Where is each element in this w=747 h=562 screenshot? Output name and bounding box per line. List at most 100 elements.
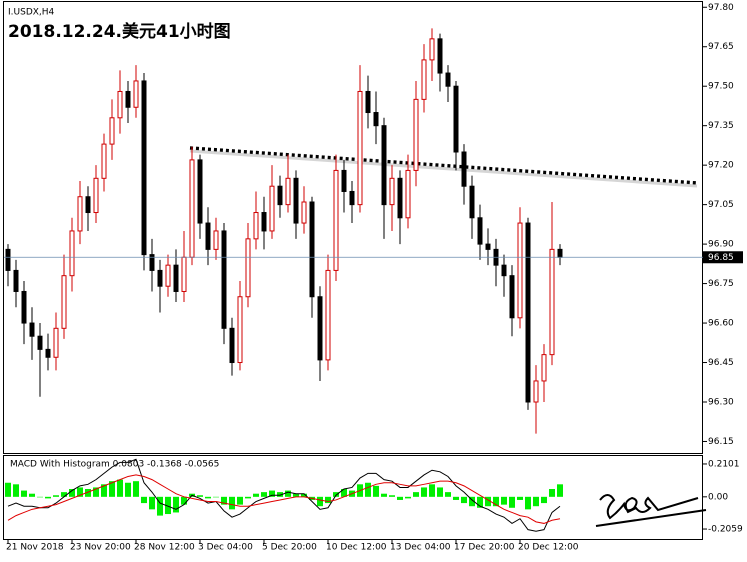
candle-body <box>509 275 515 319</box>
macd-bar <box>453 496 459 500</box>
macd-bar <box>157 496 163 516</box>
macd-bar <box>261 492 267 497</box>
macd-bar <box>533 496 539 507</box>
candle-body <box>381 125 387 206</box>
candle-body <box>133 80 139 108</box>
candle-body <box>77 196 83 232</box>
candle-body <box>525 222 531 403</box>
macd-bar <box>341 489 347 497</box>
macd-bar <box>325 496 331 504</box>
macd-panel <box>3 455 703 540</box>
macd-bar <box>365 482 371 497</box>
macd-bar <box>509 496 515 508</box>
candle-body <box>365 90 371 114</box>
y-tick-label: 96.45 <box>708 358 734 368</box>
macd-bar <box>293 493 299 497</box>
y-tick-label: -0.2059 <box>708 525 743 535</box>
candle-body <box>277 185 283 206</box>
macd-bar <box>541 496 547 504</box>
candle-body <box>117 90 123 119</box>
macd-bar <box>469 496 475 507</box>
y-tick-label: 97.05 <box>708 200 734 210</box>
y-tick-label: 97.35 <box>708 121 734 131</box>
y-tick-label: 97.50 <box>708 82 734 92</box>
candle-body <box>69 230 75 277</box>
chart-title: I.USDX,H4 <box>8 8 55 18</box>
macd-bar <box>181 496 187 505</box>
candle-body <box>29 322 35 337</box>
macd-bar <box>445 492 451 497</box>
candle-body <box>325 269 331 361</box>
candle-body <box>501 264 507 277</box>
macd-bar <box>333 492 339 497</box>
y-tick-label: 0.00 <box>708 492 728 502</box>
x-tick-label: 13 Dec 04:00 <box>390 543 451 553</box>
candle-body <box>237 296 243 364</box>
candle-body <box>229 327 235 364</box>
candle-body <box>189 159 195 258</box>
candle-body <box>373 112 379 127</box>
y-tick-label: 96.30 <box>708 398 734 408</box>
macd-bar <box>141 496 147 504</box>
candle-body <box>45 348 51 358</box>
candle-body <box>93 177 99 214</box>
candle-body <box>181 256 187 292</box>
x-tick-label: 3 Dec 04:00 <box>198 543 253 553</box>
trend-shadow <box>189 149 698 188</box>
y-tick-label: 0.2101 <box>708 459 740 469</box>
macd-bar <box>173 496 179 513</box>
candle-body <box>141 80 147 256</box>
macd-bar <box>77 487 83 497</box>
y-tick-label: 97.80 <box>708 3 734 13</box>
candle-body <box>285 177 291 206</box>
macd-bar <box>317 496 323 507</box>
macd-bar <box>461 496 467 504</box>
x-tick-label: 20 Dec 12:00 <box>518 543 579 553</box>
macd-bar <box>517 496 523 500</box>
x-tick-label: 5 Dec 20:00 <box>262 543 317 553</box>
candle-body <box>301 201 307 224</box>
candle-body <box>541 354 547 382</box>
signature <box>595 494 707 527</box>
candle-body <box>221 230 227 329</box>
macd-bar <box>269 490 275 497</box>
macd-bar <box>197 495 203 497</box>
macd-bar <box>389 495 395 497</box>
candle-body <box>173 264 179 292</box>
y-tick-label: 96.75 <box>708 279 734 289</box>
x-tick-label: 23 Nov 20:00 <box>70 543 131 553</box>
main-panel <box>3 1 703 454</box>
x-tick-label: 21 Nov 2018 <box>6 543 64 553</box>
candle-body <box>317 296 323 361</box>
macd-bar <box>229 496 235 510</box>
candle-body <box>125 90 131 108</box>
y-tick-label: 97.65 <box>708 42 734 52</box>
macd-bar <box>237 496 243 505</box>
last-price-box <box>703 251 743 264</box>
candle-body <box>109 117 115 145</box>
candle-body <box>253 212 259 240</box>
macd-line <box>7 474 561 524</box>
macd-bar <box>485 496 491 507</box>
macd-title: MACD With Histogram 0.0803 -0.1368 -0.05… <box>10 460 219 470</box>
candle-body <box>157 269 163 287</box>
macd-bar <box>85 489 91 497</box>
candle-body <box>429 38 435 61</box>
candle-body <box>13 269 19 292</box>
candle-body <box>477 217 483 245</box>
macd-bar <box>29 493 35 497</box>
macd-bar <box>37 496 43 498</box>
macd-bar <box>525 496 531 510</box>
macd-bar <box>301 493 307 497</box>
macd-bar <box>285 490 291 497</box>
candle-body <box>349 190 355 206</box>
candle-body <box>293 177 299 224</box>
candle-body <box>357 90 363 206</box>
candle-body <box>397 177 403 219</box>
candle-body <box>165 264 171 287</box>
y-tick-label: 96.60 <box>708 319 734 329</box>
candle-body <box>333 169 339 271</box>
macd-bar <box>413 492 419 497</box>
